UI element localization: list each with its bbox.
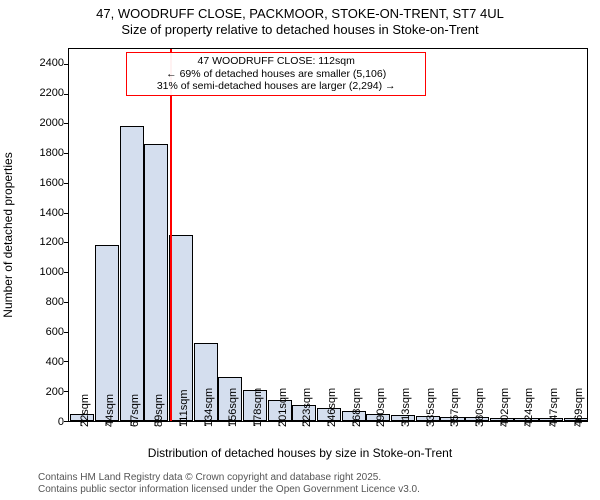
bar-slot: 335sqm [414, 49, 439, 421]
plot-outer: Number of detached properties 0200400600… [38, 48, 588, 422]
annotation-line-1: 47 WOODRUFF CLOSE: 112sqm [133, 55, 419, 68]
y-tick-label: 0 [58, 416, 64, 428]
bar-slot: 134sqm [192, 49, 217, 421]
y-tick-label: 2200 [40, 87, 64, 99]
plot-area: 22sqm44sqm67sqm89sqm111sqm134sqm156sqm17… [68, 48, 588, 422]
chart-title: 47, WOODRUFF CLOSE, PACKMOOR, STOKE-ON-T… [0, 0, 600, 39]
x-tick-mark [500, 421, 501, 426]
x-tick-mark [550, 421, 551, 426]
x-tick-mark [476, 421, 477, 426]
x-tick-mark [377, 421, 378, 426]
footer: Contains HM Land Registry data © Crown c… [38, 472, 420, 496]
x-tick-mark [180, 421, 181, 426]
x-tick-mark [81, 421, 82, 426]
x-tick-mark [229, 421, 230, 426]
bar-slot: 424sqm [513, 49, 538, 421]
y-tick-mark [64, 332, 69, 333]
x-tick-mark [303, 421, 304, 426]
y-tick-mark [64, 391, 69, 392]
y-tick-mark [64, 272, 69, 273]
chart-container: { "title": { "line1": "47, WOODRUFF CLOS… [0, 0, 600, 500]
bar-slot: 290sqm [365, 49, 390, 421]
bar-slot: 156sqm [217, 49, 242, 421]
x-tick-mark [426, 421, 427, 426]
bar-slot: 178sqm [242, 49, 267, 421]
y-tick-label: 2000 [40, 117, 64, 129]
title-line-2: Size of property relative to detached ho… [0, 22, 600, 38]
annotation-line-2: ← 69% of detached houses are smaller (5,… [133, 68, 419, 81]
footer-line-1: Contains HM Land Registry data © Crown c… [38, 472, 420, 484]
x-tick-mark [106, 421, 107, 426]
y-tick-mark [64, 361, 69, 362]
y-tick-mark [64, 242, 69, 243]
bar-slot: 447sqm [538, 49, 563, 421]
x-tick-mark [254, 421, 255, 426]
y-tick-mark [64, 123, 69, 124]
y-axis-label: Number of detached properties [1, 152, 15, 317]
bar-slot: 223sqm [291, 49, 316, 421]
histogram-bar [120, 126, 144, 421]
y-tick-label: 200 [46, 386, 64, 398]
y-tick-mark [64, 94, 69, 95]
y-tick-mark [64, 64, 69, 65]
bar-slot: 44sqm [94, 49, 119, 421]
x-tick-mark [402, 421, 403, 426]
bar-slot: 268sqm [340, 49, 365, 421]
bar-slot: 380sqm [464, 49, 489, 421]
bars-layer: 22sqm44sqm67sqm89sqm111sqm134sqm156sqm17… [69, 49, 587, 421]
y-tick-mark [64, 421, 69, 422]
x-tick-mark [204, 421, 205, 426]
annotation-box: 47 WOODRUFF CLOSE: 112sqm ← 69% of detac… [126, 52, 426, 96]
y-tick-mark [64, 183, 69, 184]
y-tick-mark [64, 153, 69, 154]
x-tick-mark [574, 421, 575, 426]
y-tick-label: 1000 [40, 266, 64, 278]
y-tick-label: 1600 [40, 177, 64, 189]
x-tick-mark [328, 421, 329, 426]
y-tick-label: 2400 [40, 57, 64, 69]
x-tick-mark [278, 421, 279, 426]
x-tick-mark [525, 421, 526, 426]
y-tick-label: 1800 [40, 147, 64, 159]
bar-slot: 357sqm [439, 49, 464, 421]
y-tick-mark [64, 302, 69, 303]
title-line-1: 47, WOODRUFF CLOSE, PACKMOOR, STOKE-ON-T… [0, 6, 600, 22]
x-tick-mark [451, 421, 452, 426]
bar-slot: 246sqm [316, 49, 341, 421]
bar-slot: 22sqm [69, 49, 94, 421]
y-tick-label: 400 [46, 356, 64, 368]
x-tick-mark [352, 421, 353, 426]
y-tick-label: 800 [46, 296, 64, 308]
annotation-line-3: 31% of semi-detached houses are larger (… [133, 80, 419, 93]
y-tick-mark [64, 213, 69, 214]
x-axis-label: Distribution of detached houses by size … [0, 446, 600, 460]
y-tick-label: 600 [46, 326, 64, 338]
y-axis: 0200400600800100012001400160018002000220… [38, 48, 68, 422]
bar-slot: 402sqm [488, 49, 513, 421]
marker-line [170, 49, 172, 421]
y-tick-label: 1200 [40, 236, 64, 248]
x-tick-mark [155, 421, 156, 426]
bar-slot: 469sqm [562, 49, 587, 421]
histogram-bar [144, 144, 168, 421]
bar-slot: 67sqm [118, 49, 143, 421]
bar-slot: 313sqm [390, 49, 415, 421]
y-tick-label: 1400 [40, 207, 64, 219]
bar-slot: 201sqm [266, 49, 291, 421]
bar-slot: 89sqm [143, 49, 168, 421]
footer-line-2: Contains public sector information licen… [38, 484, 420, 496]
x-tick-mark [130, 421, 131, 426]
